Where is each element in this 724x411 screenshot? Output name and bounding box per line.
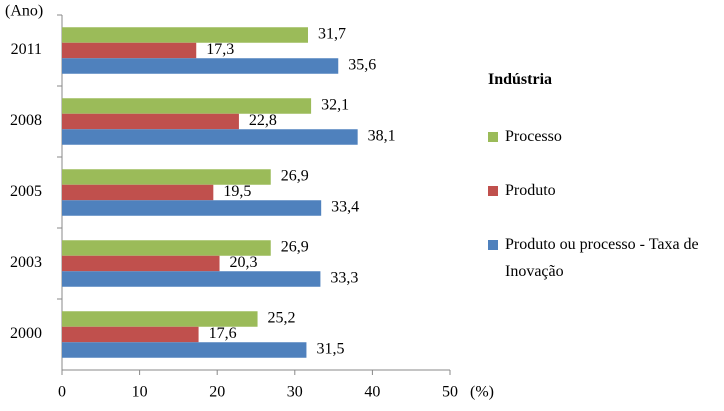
x-tick-label: 30 — [287, 384, 303, 401]
value-label: 25,2 — [268, 310, 296, 327]
x-tick-label: 40 — [364, 384, 380, 401]
legend-swatch — [488, 240, 498, 250]
y-tick-label: 2011 — [11, 41, 42, 58]
value-label: 19,5 — [223, 183, 251, 200]
bar — [62, 184, 214, 201]
value-label: 26,9 — [281, 239, 309, 256]
value-label: 31,7 — [318, 26, 346, 43]
bar — [62, 311, 258, 327]
legend-label: Processo — [505, 128, 562, 145]
value-label: 22,8 — [249, 112, 277, 129]
bar — [62, 326, 199, 343]
y-tick-label: 2000 — [10, 325, 42, 342]
x-tick-label: 50 — [442, 384, 458, 401]
bar — [62, 200, 322, 216]
value-label: 33,4 — [331, 199, 359, 216]
legend: Indústria Processo Produto Produto ou proc… — [488, 66, 718, 312]
value-label: 38,1 — [368, 128, 396, 145]
legend-swatch — [488, 186, 498, 196]
legend-item: Produto — [488, 177, 718, 204]
legend-label: Produto — [505, 182, 556, 199]
y-axis-label: (Ano) — [5, 3, 43, 20]
x-axis-label: (%) — [470, 384, 494, 401]
x-tick-label: 0 — [58, 384, 66, 401]
bar — [62, 240, 271, 256]
y-tick-label: 2008 — [10, 112, 42, 129]
y-tick-label: 2003 — [10, 254, 42, 271]
bar — [62, 342, 307, 358]
bar — [62, 98, 312, 114]
bar — [62, 113, 239, 130]
value-label: 17,6 — [209, 325, 237, 342]
bar — [62, 255, 220, 272]
x-tick-label: 20 — [209, 384, 225, 401]
value-label: 32,1 — [321, 97, 349, 114]
legend-item: Produto ou processo - Taxa de Inovação — [488, 231, 718, 285]
legend-label: Produto ou processo - Taxa de Inovação — [505, 236, 699, 280]
legend-item: Processo — [488, 123, 718, 150]
value-label: 31,5 — [316, 341, 344, 358]
x-tick-label: 10 — [132, 384, 148, 401]
bar — [62, 169, 271, 185]
bar — [62, 58, 339, 74]
value-label: 33,3 — [330, 270, 358, 287]
value-label: 17,3 — [206, 41, 234, 58]
bar — [62, 42, 197, 59]
value-label: 35,6 — [348, 57, 376, 74]
bar — [62, 271, 321, 287]
bar — [62, 129, 358, 145]
y-tick-label: 2005 — [10, 183, 42, 200]
value-label: 26,9 — [281, 168, 309, 185]
legend-swatch — [488, 132, 498, 142]
bar — [62, 27, 308, 43]
value-label: 20,3 — [230, 254, 258, 271]
legend-title: Indústria — [488, 71, 553, 88]
